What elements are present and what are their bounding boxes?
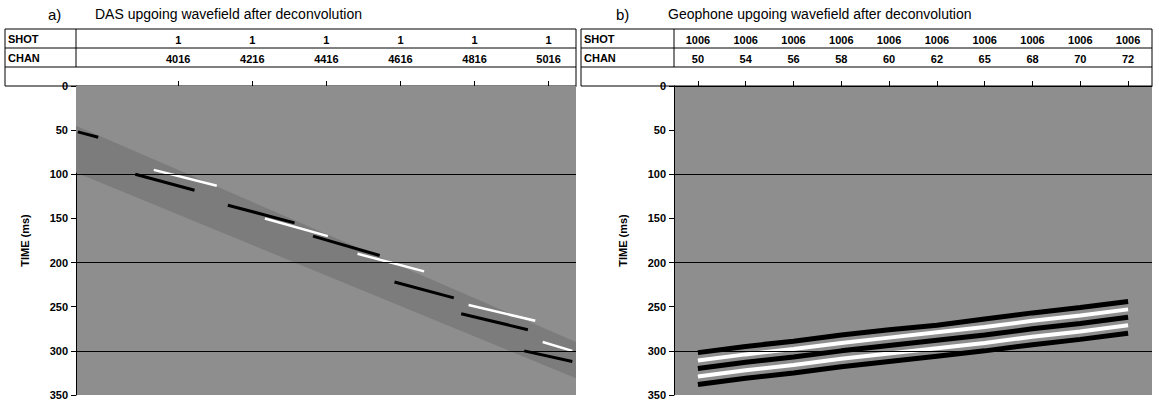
svg-text:1: 1	[249, 34, 255, 46]
svg-text:56: 56	[787, 53, 799, 65]
svg-text:300: 300	[648, 345, 666, 357]
svg-text:5016: 5016	[536, 53, 560, 65]
svg-text:CHAN: CHAN	[584, 52, 616, 64]
svg-text:TIME (ms): TIME (ms)	[617, 214, 629, 267]
svg-text:a): a)	[48, 6, 61, 23]
svg-text:300: 300	[50, 345, 68, 357]
svg-text:1006: 1006	[925, 34, 949, 46]
svg-text:1006: 1006	[1068, 34, 1092, 46]
svg-text:200: 200	[648, 257, 666, 269]
svg-text:1006: 1006	[1020, 34, 1044, 46]
svg-text:0: 0	[62, 80, 68, 92]
svg-text:b): b)	[616, 6, 629, 23]
svg-text:1006: 1006	[686, 34, 710, 46]
svg-text:1: 1	[175, 34, 181, 46]
svg-text:54: 54	[740, 53, 753, 65]
svg-text:200: 200	[50, 257, 68, 269]
svg-text:4216: 4216	[240, 53, 264, 65]
svg-text:4016: 4016	[166, 53, 190, 65]
svg-text:60: 60	[883, 53, 895, 65]
svg-text:150: 150	[50, 212, 68, 224]
svg-text:1006: 1006	[781, 34, 805, 46]
svg-text:4616: 4616	[388, 53, 412, 65]
svg-text:SHOT: SHOT	[584, 33, 615, 45]
svg-text:1: 1	[323, 34, 329, 46]
svg-text:4416: 4416	[314, 53, 338, 65]
svg-text:100: 100	[50, 168, 68, 180]
svg-text:4816: 4816	[462, 53, 486, 65]
svg-text:1006: 1006	[829, 34, 853, 46]
svg-text:50: 50	[654, 124, 666, 136]
svg-text:58: 58	[835, 53, 847, 65]
svg-text:1: 1	[397, 34, 403, 46]
svg-text:CHAN: CHAN	[8, 52, 40, 64]
svg-text:1006: 1006	[733, 34, 757, 46]
svg-text:72: 72	[1122, 53, 1134, 65]
svg-text:70: 70	[1074, 53, 1086, 65]
svg-text:62: 62	[931, 53, 943, 65]
svg-text:1006: 1006	[877, 34, 901, 46]
svg-text:100: 100	[648, 168, 666, 180]
svg-text:1006: 1006	[972, 34, 996, 46]
svg-text:1: 1	[471, 34, 477, 46]
svg-text:250: 250	[50, 301, 68, 313]
svg-text:Geophone upgoing wavefield aft: Geophone upgoing wavefield after deconvo…	[668, 6, 972, 22]
svg-text:350: 350	[50, 389, 68, 401]
svg-text:DAS upgoing wavefield after de: DAS upgoing wavefield after deconvolutio…	[95, 6, 362, 22]
svg-text:65: 65	[979, 53, 991, 65]
svg-text:250: 250	[648, 301, 666, 313]
svg-text:1006: 1006	[1116, 34, 1140, 46]
svg-text:68: 68	[1026, 53, 1038, 65]
svg-text:SHOT: SHOT	[8, 33, 39, 45]
svg-text:150: 150	[648, 212, 666, 224]
svg-text:TIME (ms): TIME (ms)	[19, 214, 31, 267]
svg-text:50: 50	[692, 53, 704, 65]
svg-text:0: 0	[660, 80, 666, 92]
svg-text:50: 50	[56, 124, 68, 136]
svg-text:1: 1	[546, 34, 552, 46]
svg-text:350: 350	[648, 389, 666, 401]
